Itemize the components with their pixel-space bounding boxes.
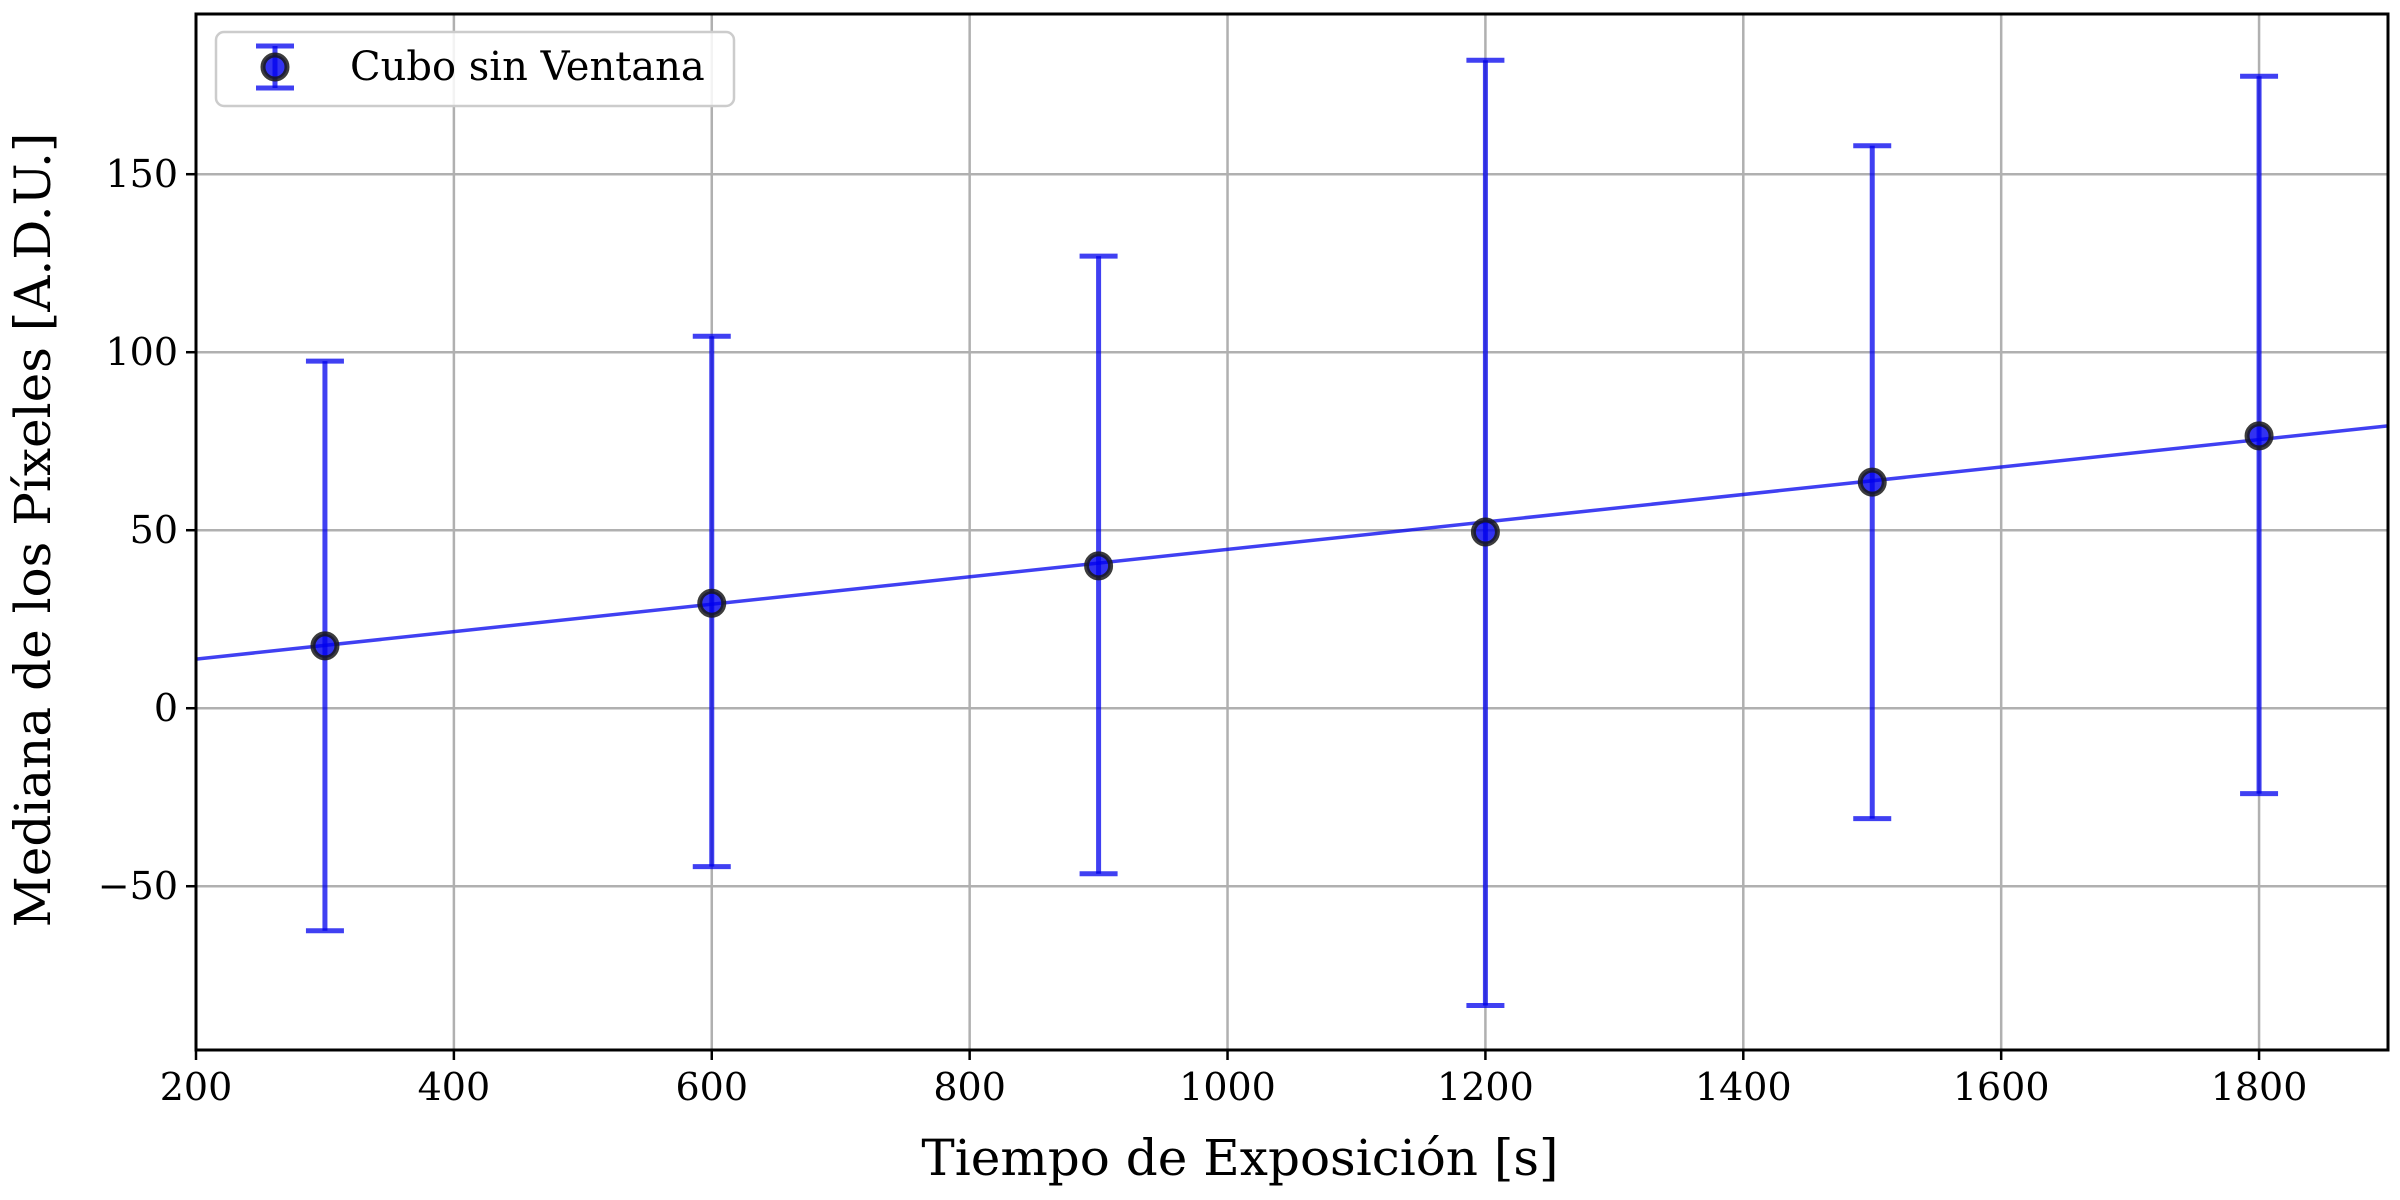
plot-frame [194,12,2390,1052]
data-point [2244,421,2274,451]
data-points [310,421,2274,661]
error-bars [305,57,2279,1008]
data-point [1084,551,1114,581]
x-tick-label: 800 [933,1065,1006,1109]
x-tick-label: 1800 [2211,1065,2308,1109]
legend-label: Cubo sin Ventana [350,44,705,90]
y-axis-ticks: −50 0 50 100 150 [98,152,196,908]
data-point [1470,517,1500,547]
x-tick-label: 1600 [1953,1065,2050,1109]
legend-box [214,30,736,108]
y-axis-label: Mediana de los Píxeles [A.D.U.] [4,133,62,928]
x-tick-label: 200 [160,1065,233,1109]
y-tick-label: −50 [98,864,178,908]
x-tick-label: 400 [418,1065,491,1109]
x-tick-label: 1000 [1179,1065,1276,1109]
fit-line-layer [195,424,2389,661]
y-tick-label: 0 [154,686,178,730]
legend-marker-icon [256,43,294,91]
fit-line [195,424,2389,661]
legend: Cubo sin Ventana [214,30,736,108]
x-tick-label: 1400 [1695,1065,1792,1109]
y-tick-label: 50 [130,508,178,552]
x-axis-label: Tiempo de Exposición [s] [921,1129,1558,1187]
x-axis-ticks: 200 400 600 800 1000 1200 1400 1600 1800 [160,1050,2308,1109]
legend-marker-dot [260,52,290,82]
x-tick-label: 1200 [1437,1065,1534,1109]
x-tick-label: 600 [675,1065,748,1109]
y-tick-label: 100 [105,330,178,374]
y-tick-label: 150 [105,152,178,196]
data-point [1857,467,1887,497]
data-point [697,588,727,618]
grid [194,14,2388,1050]
data-point [310,631,340,661]
